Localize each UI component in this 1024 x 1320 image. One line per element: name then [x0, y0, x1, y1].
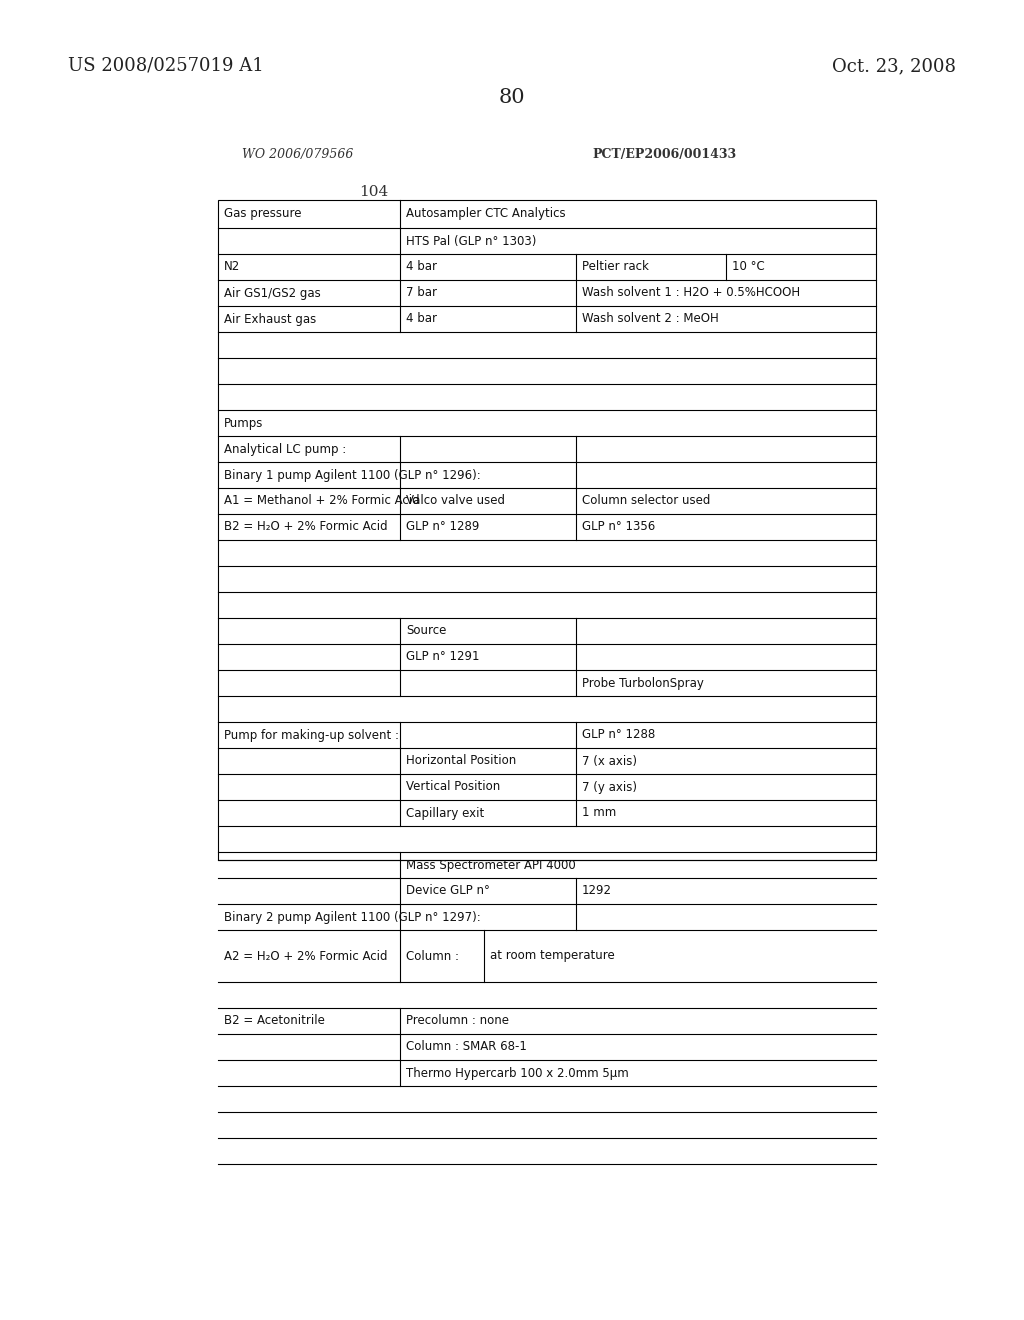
Text: 80: 80	[499, 88, 525, 107]
Text: GLP n° 1356: GLP n° 1356	[582, 520, 655, 533]
Text: GLP n° 1289: GLP n° 1289	[406, 520, 479, 533]
Text: Horizontal Position: Horizontal Position	[406, 755, 516, 767]
Text: Peltier rack: Peltier rack	[582, 260, 649, 273]
Text: Air GS1/GS2 gas: Air GS1/GS2 gas	[224, 286, 321, 300]
Text: WO 2006/079566: WO 2006/079566	[242, 148, 353, 161]
Text: Binary 1 pump Agilent 1100 (GLP n° 1296):: Binary 1 pump Agilent 1100 (GLP n° 1296)…	[224, 469, 480, 482]
Text: Oct. 23, 2008: Oct. 23, 2008	[831, 57, 956, 75]
Text: Column : SMAR 68-1: Column : SMAR 68-1	[406, 1040, 527, 1053]
Text: Analytical LC pump :: Analytical LC pump :	[224, 442, 346, 455]
Text: 1292: 1292	[582, 884, 612, 898]
Text: Capillary exit: Capillary exit	[406, 807, 484, 820]
Text: 10 °C: 10 °C	[732, 260, 765, 273]
Text: Thermo Hypercarb 100 x 2.0mm 5μm: Thermo Hypercarb 100 x 2.0mm 5μm	[406, 1067, 629, 1080]
Text: B2 = Acetonitrile: B2 = Acetonitrile	[224, 1015, 325, 1027]
Text: Pump for making-up solvent :: Pump for making-up solvent :	[224, 729, 399, 742]
Text: PCT/EP2006/001433: PCT/EP2006/001433	[592, 148, 736, 161]
Text: A1 = Methanol + 2% Formic Acid: A1 = Methanol + 2% Formic Acid	[224, 495, 420, 507]
Text: Valco valve used: Valco valve used	[406, 495, 505, 507]
Text: at room temperature: at room temperature	[490, 949, 614, 962]
Bar	[218, 201, 876, 861]
Text: Source: Source	[406, 624, 446, 638]
Text: Autosampler CTC Analytics: Autosampler CTC Analytics	[406, 207, 565, 220]
Text: Device GLP n°: Device GLP n°	[406, 884, 489, 898]
Text: Wash solvent 1 : H2O + 0.5%HCOOH: Wash solvent 1 : H2O + 0.5%HCOOH	[582, 286, 800, 300]
Text: 4 bar: 4 bar	[406, 260, 437, 273]
Text: Probe TurbolonSpray: Probe TurbolonSpray	[582, 676, 703, 689]
Text: HTS Pal (GLP n° 1303): HTS Pal (GLP n° 1303)	[406, 235, 537, 248]
Text: Gas pressure: Gas pressure	[224, 207, 301, 220]
Text: Mass Spectrometer API 4000: Mass Spectrometer API 4000	[406, 858, 575, 871]
Text: Wash solvent 2 : MeOH: Wash solvent 2 : MeOH	[582, 313, 719, 326]
Text: Pumps: Pumps	[224, 417, 263, 429]
Text: 7 (y axis): 7 (y axis)	[582, 780, 637, 793]
Text: Air Exhaust gas: Air Exhaust gas	[224, 313, 316, 326]
Text: Precolumn : none: Precolumn : none	[406, 1015, 509, 1027]
Text: N2: N2	[224, 260, 241, 273]
Text: Column selector used: Column selector used	[582, 495, 711, 507]
Text: 1 mm: 1 mm	[582, 807, 616, 820]
Text: 7 (x axis): 7 (x axis)	[582, 755, 637, 767]
Text: 104: 104	[359, 185, 389, 199]
Text: A2 = H₂O + 2% Formic Acid: A2 = H₂O + 2% Formic Acid	[224, 949, 387, 962]
Text: US 2008/0257019 A1: US 2008/0257019 A1	[68, 57, 264, 75]
Text: B2 = H₂O + 2% Formic Acid: B2 = H₂O + 2% Formic Acid	[224, 520, 388, 533]
Text: 7 bar: 7 bar	[406, 286, 437, 300]
Text: GLP n° 1288: GLP n° 1288	[582, 729, 655, 742]
Text: 4 bar: 4 bar	[406, 313, 437, 326]
Text: Vertical Position: Vertical Position	[406, 780, 501, 793]
Text: GLP n° 1291: GLP n° 1291	[406, 651, 479, 664]
Text: Column :: Column :	[406, 949, 459, 962]
Text: Binary 2 pump Agilent 1100 (GLP n° 1297):: Binary 2 pump Agilent 1100 (GLP n° 1297)…	[224, 911, 480, 924]
